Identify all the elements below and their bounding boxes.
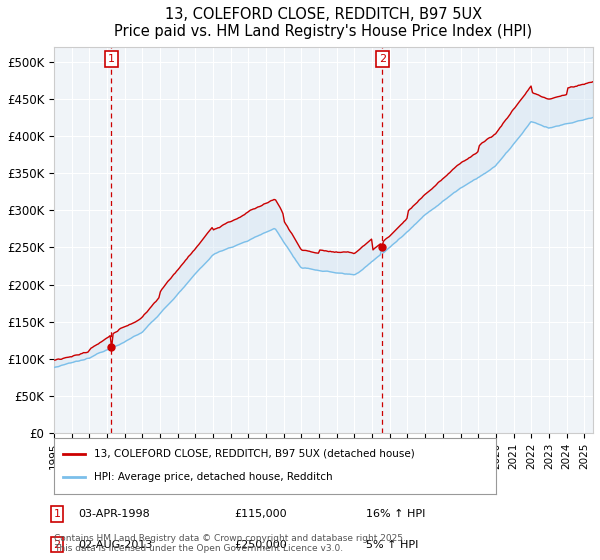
Text: 02-AUG-2013: 02-AUG-2013 xyxy=(78,540,152,550)
Text: HPI: Average price, detached house, Redditch: HPI: Average price, detached house, Redd… xyxy=(94,473,332,483)
Title: 13, COLEFORD CLOSE, REDDITCH, B97 5UX
Price paid vs. HM Land Registry's House Pr: 13, COLEFORD CLOSE, REDDITCH, B97 5UX Pr… xyxy=(115,7,533,39)
Text: £115,000: £115,000 xyxy=(234,509,287,519)
Text: 13, COLEFORD CLOSE, REDDITCH, B97 5UX (detached house): 13, COLEFORD CLOSE, REDDITCH, B97 5UX (d… xyxy=(94,449,415,459)
Text: 1: 1 xyxy=(53,509,61,519)
Text: 2: 2 xyxy=(379,54,386,64)
Text: 03-APR-1998: 03-APR-1998 xyxy=(78,509,150,519)
Text: 16% ↑ HPI: 16% ↑ HPI xyxy=(366,509,425,519)
Text: Contains HM Land Registry data © Crown copyright and database right 2025.
This d: Contains HM Land Registry data © Crown c… xyxy=(54,534,406,553)
Text: 2: 2 xyxy=(53,540,61,550)
Text: 1: 1 xyxy=(108,54,115,64)
Text: £250,000: £250,000 xyxy=(234,540,287,550)
Text: 5% ↑ HPI: 5% ↑ HPI xyxy=(366,540,418,550)
